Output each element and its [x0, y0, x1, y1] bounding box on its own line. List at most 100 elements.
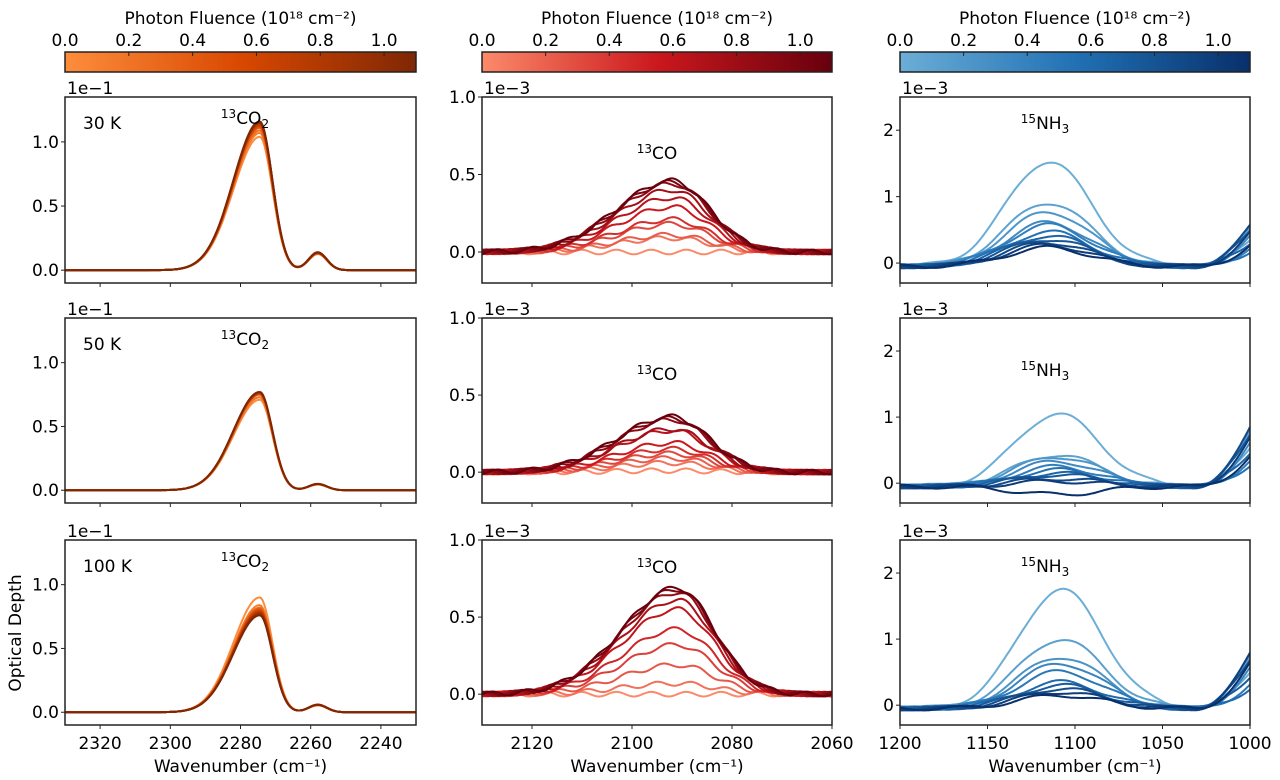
panel-r0-c2: 0 1 2 1e−3 15NH3 [883, 79, 1251, 287]
panel-r2-c0: 0.0 0.5 1.0 1e−1 2320 2300 2280 2260 2240 Wavenum… [32, 522, 417, 777]
x-tick-label: 1000 [1228, 734, 1271, 754]
panel-r2-c2: 0 1 2 1e−3 1200 1150 1100 1050 1000 Wavenumber (c… [878, 522, 1271, 777]
x-axis-label: Wavenumber (cm⁻¹) [988, 757, 1161, 777]
species-label: 13CO [637, 363, 678, 385]
y-tick-label: 1.0 [449, 88, 476, 108]
species-label: 13CO2 [221, 550, 269, 574]
temperature-label: 50 K [83, 335, 122, 355]
y-tick-label: 0 [883, 696, 894, 716]
species-label: 15NH3 [1021, 112, 1069, 136]
species-label: 15NH3 [1021, 359, 1069, 383]
y-tick-label: 2 [883, 121, 894, 141]
y-tick-label: 0.5 [449, 608, 476, 628]
series-group [900, 161, 1250, 270]
species-label: 15NH3 [1021, 555, 1069, 579]
y-tick-label: 1.0 [449, 531, 476, 551]
x-tick-label: 2240 [359, 734, 402, 754]
species-label: 13CO2 [221, 107, 269, 131]
series-group [482, 585, 832, 698]
series-line [900, 426, 1250, 490]
y-tick-label: 1 [883, 630, 894, 650]
y-tick-label: 1.0 [32, 576, 59, 596]
series-line [482, 179, 832, 256]
y-tick-label: 0.5 [32, 197, 59, 217]
colorbar-tick-label: 0.2 [950, 31, 977, 51]
y-scale-label: 1e−3 [902, 522, 948, 542]
y-tick-label: 0.0 [449, 243, 476, 263]
series-line [482, 181, 832, 256]
series-line [65, 126, 416, 272]
colorbar-tick-label: 0.6 [243, 31, 270, 51]
colorbar-tick-label: 1.0 [787, 31, 814, 51]
x-tick-label: 1050 [1141, 734, 1184, 754]
axes-frame [481, 539, 833, 726]
x-tick-label: 2120 [510, 734, 553, 754]
y-tick-label: 0.0 [449, 685, 476, 705]
y-scale-label: 1e−1 [67, 300, 113, 320]
colorbar-tick-label: 0.4 [1014, 31, 1041, 51]
series-line [65, 122, 416, 272]
series-line [65, 121, 416, 272]
x-axis-label: Wavenumber (cm⁻¹) [570, 757, 743, 777]
series-line [482, 626, 832, 698]
series-line [900, 587, 1250, 711]
x-tick-label: 2080 [710, 734, 753, 754]
colorbar-tick-label: 1.0 [371, 31, 398, 51]
series-group [900, 587, 1250, 712]
series-line [900, 244, 1250, 269]
colorbar-tick-label: 0.0 [51, 31, 78, 51]
axes-frame [481, 317, 833, 504]
panel-r1-c0: 0.0 0.5 1.0 1e−1 13CO2 50 K [32, 300, 417, 507]
colorbar-tick-label: 0.8 [1141, 31, 1168, 51]
colorbar-tick-label: 0.6 [1077, 31, 1104, 51]
colorbar-label: Photon Fluence (10¹⁸ cm⁻²) [124, 9, 356, 29]
y-axis-label: Optical Depth [6, 574, 26, 691]
y-tick-label: 0.0 [32, 481, 59, 501]
colorbar-tick-label: 0.8 [307, 31, 334, 51]
series-line [900, 662, 1250, 712]
x-tick-label: 2300 [149, 734, 192, 754]
series-line [65, 392, 416, 492]
y-tick-label: 1.0 [449, 309, 476, 329]
series-line [900, 455, 1250, 497]
panel-r1-c1: 0.0 0.5 1.0 1e−3 13CO [449, 300, 833, 507]
temperature-label: 30 K [83, 114, 122, 134]
series-line [900, 659, 1250, 712]
colorbar-tick-label: 1.0 [1205, 31, 1232, 51]
series-line [65, 611, 416, 714]
series-line [482, 413, 832, 476]
x-tick-label: 1150 [966, 734, 1009, 754]
series-line [65, 392, 416, 492]
species-label: 13CO2 [221, 328, 269, 352]
y-tick-label: 0.5 [449, 386, 476, 406]
series-line [65, 124, 416, 272]
y-scale-label: 1e−3 [484, 79, 530, 99]
colorbar-tick-label: 0.0 [886, 31, 913, 51]
y-scale-label: 1e−3 [902, 79, 948, 99]
series-line [900, 436, 1250, 490]
panel-r0-c1: 0.0 0.5 1.0 1e−3 13CO [449, 79, 833, 287]
series-group [482, 413, 832, 476]
x-tick-label: 1200 [878, 734, 921, 754]
series-line [65, 390, 416, 492]
series-line [65, 396, 416, 492]
colorbar-tick-label: 0.8 [723, 31, 750, 51]
axes-frame [899, 317, 1251, 504]
colorbar-2 [899, 51, 1251, 73]
y-tick-label: 1.0 [32, 133, 59, 153]
x-tick-label: 2260 [289, 734, 332, 754]
x-tick-label: 2060 [810, 734, 853, 754]
colorbar-1 [481, 51, 833, 73]
species-label: 13CO [637, 556, 678, 578]
series-line [900, 661, 1250, 712]
panel-r0-c0: 0.0 0.5 1.0 1e−1 13CO2 30 K [32, 79, 417, 287]
series-line [65, 614, 416, 714]
series-line [900, 442, 1250, 490]
colorbar-tick-label: 0.4 [179, 31, 206, 51]
temperature-label: 100 K [83, 557, 133, 577]
series-line [65, 125, 416, 272]
y-tick-label: 0.0 [32, 261, 59, 281]
series-line [65, 129, 416, 272]
colorbar-tick-label: 0.0 [468, 31, 495, 51]
x-tick-label: 2320 [78, 734, 121, 754]
